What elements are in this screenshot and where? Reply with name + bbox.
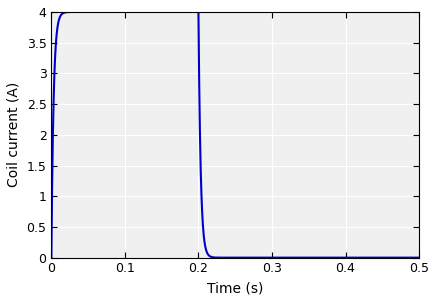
X-axis label: Time (s): Time (s) <box>207 281 263 295</box>
Y-axis label: Coil current (A): Coil current (A) <box>7 82 21 188</box>
